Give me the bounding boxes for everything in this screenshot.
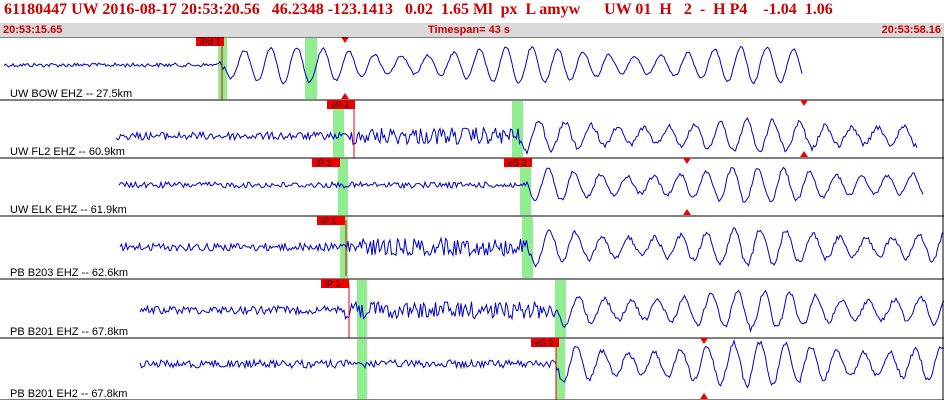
pick-marker[interactable] (312, 158, 340, 167)
event-title: 61180447 UW 2016-08-17 20:53:20.56 46.23… (4, 1, 833, 18)
waveform (115, 117, 918, 156)
station-label: PB B201 EHZ -- 67.8km (10, 326, 128, 338)
trace-panel[interactable]: iP 1 eS 2 UW ELK EHZ -- 61.9km (0, 158, 944, 217)
timespan-label: Timespan= 43 s (428, 24, 511, 36)
pick-marker[interactable] (321, 279, 349, 288)
start-time: 20:53:15.65 (3, 24, 63, 36)
waveform (118, 166, 924, 203)
phase-window (305, 38, 317, 99)
event-marker-bottom (341, 93, 349, 99)
station-label: UW ELK EHZ -- 61.9km (10, 204, 127, 216)
phase-window (340, 217, 348, 278)
pick-marker[interactable] (531, 338, 559, 347)
event-marker-top (800, 100, 808, 106)
trace-panel[interactable]: iPd 1 UW BOW EHZ -- 27.5km (0, 37, 944, 101)
station-label: UW BOW EHZ -- 27.5km (10, 88, 132, 100)
trace-panel[interactable]: iP 1 PB B203 EHZ -- 62.6km (0, 216, 944, 280)
trace-area[interactable]: iPd 1 UW BOW EHZ -- 27.5km eP 2 UW FL2 EHZ … (0, 37, 944, 400)
phase-window (338, 159, 348, 215)
event-marker-top (341, 37, 349, 43)
event-marker-bottom (800, 151, 808, 157)
pick-label: iP 1 (325, 279, 340, 289)
pick-label: eP 2 (331, 100, 349, 110)
event-marker-top (700, 338, 708, 344)
phase-window (520, 159, 531, 215)
phase-window (555, 280, 566, 337)
pick-label: iP 1 (321, 216, 336, 226)
time-bar: 20:53:15.65 Timespan= 43 s 20:53:58.16 (0, 23, 944, 37)
waveform (3, 45, 803, 85)
waveform (139, 289, 944, 334)
pick-marker[interactable] (317, 216, 345, 225)
pick-label: iP 1 (316, 158, 331, 168)
station-label: PB B201 EH2 -- 67.8km (10, 388, 127, 400)
waveform (119, 227, 944, 268)
end-time: 20:53:58.16 (881, 24, 941, 36)
event-marker-bottom (683, 209, 691, 215)
trace-panel[interactable]: eS 2 PB B201 EH2 -- 67.8km (0, 338, 944, 400)
pick-marker[interactable] (196, 37, 224, 46)
station-label: PB B203 EHZ -- 62.6km (10, 267, 128, 279)
trace-panel[interactable]: eP 2 UW FL2 EHZ -- 60.9km (0, 100, 944, 159)
event-marker-bottom (700, 393, 708, 399)
pick-label: eS 2 (535, 338, 554, 348)
station-label: UW FL2 EHZ -- 60.9km (10, 146, 125, 158)
trace-panel[interactable]: iP 1 PB B201 EHZ -- 67.8km (0, 279, 944, 339)
pick-marker[interactable] (327, 100, 355, 109)
pick-marker[interactable] (504, 158, 532, 167)
event-marker-top (683, 158, 691, 164)
pick-label: eS 2 (508, 158, 527, 168)
pick-label: iPd 1 (200, 37, 221, 47)
phase-window (556, 339, 565, 399)
phase-window (357, 339, 367, 399)
phase-window (333, 101, 344, 157)
waveform (139, 338, 944, 389)
